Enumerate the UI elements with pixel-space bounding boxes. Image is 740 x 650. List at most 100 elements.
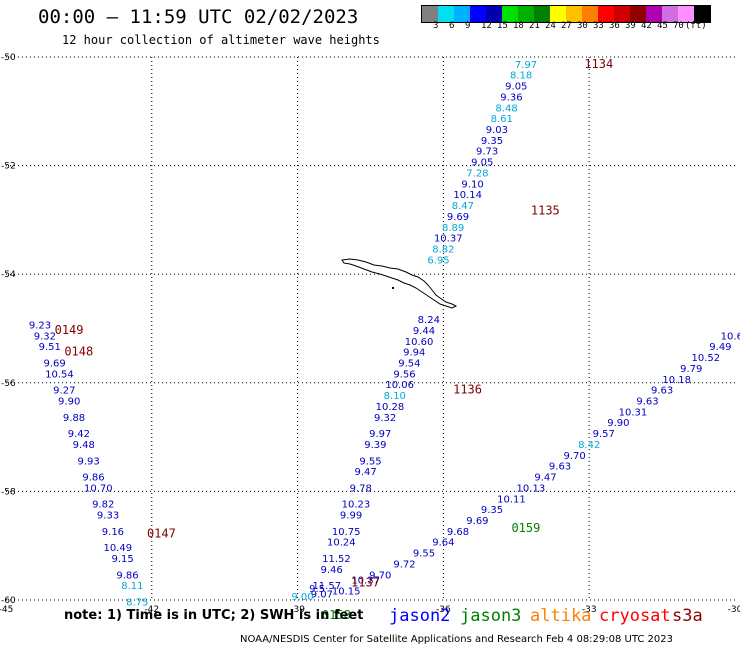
wave-height-label: 9.23 bbox=[29, 321, 51, 332]
wave-height-label: 9.70 bbox=[563, 451, 585, 462]
colorbar-label: 30 bbox=[577, 21, 588, 31]
colorbar-label: 24 bbox=[545, 21, 556, 31]
lon-tick-label: -42 bbox=[144, 605, 159, 615]
lon-tick-label: -30 bbox=[728, 605, 740, 615]
satellite-legend-jason2: jason2 bbox=[389, 606, 451, 626]
pass-time-label: 0149 bbox=[55, 323, 84, 337]
pass-time-label: 1135 bbox=[531, 203, 560, 217]
lat-tick-label: -54 bbox=[1, 270, 16, 280]
wave-height-label: 9.55 bbox=[359, 456, 381, 467]
wave-height-label: 8.89 bbox=[442, 223, 464, 234]
wave-height-label: 8.61 bbox=[491, 114, 513, 125]
wave-height-label: 9.69 bbox=[447, 212, 469, 223]
wave-height-label: 9.54 bbox=[398, 359, 420, 370]
colorbar-swatch bbox=[518, 6, 534, 22]
colorbar-swatch bbox=[662, 6, 678, 22]
wave-height-label: 9.97 bbox=[369, 429, 391, 440]
wave-height-label: 10.15 bbox=[332, 587, 361, 598]
satellite-legend-s3a: s3a bbox=[672, 606, 703, 626]
wave-height-label: 9.82 bbox=[92, 500, 114, 511]
wave-height-label: 10.52 bbox=[692, 353, 721, 364]
south-georgia-island bbox=[341, 258, 458, 309]
pass-time-label: 0158 bbox=[322, 608, 351, 622]
wave-height-label: 9.63 bbox=[651, 386, 673, 397]
wave-height-label: 9.72 bbox=[393, 559, 415, 570]
wave-height-label: 9.99 bbox=[340, 511, 362, 522]
lat-tick-label: -52 bbox=[1, 162, 16, 172]
wave-height-label: 7.97 bbox=[515, 60, 537, 71]
wave-height-label: 9.69 bbox=[466, 516, 488, 527]
colorbar-label: 45 bbox=[657, 21, 668, 31]
pass-time-label: 0147 bbox=[147, 527, 176, 541]
pass-time-label: 1137 bbox=[351, 575, 380, 589]
wave-height-label: 9.48 bbox=[73, 440, 95, 451]
colorbar-swatch bbox=[566, 6, 582, 22]
wave-height-label: 9.36 bbox=[500, 92, 522, 103]
wave-height-label: 9.57 bbox=[593, 429, 615, 440]
axis-ticks: -45 -42 -39 -36 -33 -30 -50 -52 -54 -56 -58 -60 bbox=[0, 53, 740, 615]
satellite-legend-altika: altika bbox=[530, 606, 592, 626]
wave-height-label: 9.55 bbox=[413, 549, 435, 560]
wave-height-label: 10.31 bbox=[619, 407, 648, 418]
wave-height-label: 8.18 bbox=[510, 71, 532, 82]
lon-tick-label: -45 bbox=[0, 605, 13, 615]
wave-height-label: 9.49 bbox=[709, 342, 731, 353]
colorbar-swatch bbox=[486, 6, 502, 22]
wave-height-values: 7.978.189.059.368.488.619.039.359.739.05… bbox=[29, 60, 740, 609]
page-title: 00:00 — 11:59 UTC 02/02/2023 bbox=[38, 6, 359, 28]
wave-height-label: 10.24 bbox=[327, 538, 356, 549]
satellite-legend-cryosat: cryosat bbox=[599, 606, 671, 626]
wave-height-label: 10.54 bbox=[45, 369, 74, 380]
wave-height-label: 10.11 bbox=[497, 494, 526, 505]
wave-height-label: 9.78 bbox=[350, 483, 372, 494]
colorbar-label: 6 bbox=[449, 21, 455, 31]
wave-height-label: 10.37 bbox=[434, 234, 463, 245]
colorbar-label: 21 bbox=[529, 21, 540, 31]
grid-lines bbox=[6, 56, 735, 601]
wave-height-label: 10.06 bbox=[385, 380, 414, 391]
wave-height-label: 8.75 bbox=[126, 597, 148, 608]
wave-height-label: 9.44 bbox=[413, 326, 435, 337]
colorbar-swatch bbox=[614, 6, 630, 22]
lat-tick-label: -50 bbox=[1, 53, 16, 63]
colorbar-swatch bbox=[598, 6, 614, 22]
wave-height-label: 9.93 bbox=[77, 456, 99, 467]
wave-height-label: 9.86 bbox=[116, 570, 138, 581]
wave-height-label: 9.63 bbox=[549, 462, 571, 473]
wave-height-label: 8.42 bbox=[578, 440, 600, 451]
footer-credit: NOAA/NESDIS Center for Satellite Applica… bbox=[240, 634, 673, 645]
colorbar-swatch bbox=[694, 6, 710, 22]
wave-height-label: 10.70 bbox=[84, 483, 113, 494]
colorbar-swatch bbox=[470, 6, 486, 22]
wave-height-label: 9.70 bbox=[369, 570, 391, 581]
colorbar-swatch bbox=[454, 6, 470, 22]
wave-height-label: 11.57 bbox=[312, 581, 341, 592]
colorbar-swatch bbox=[550, 6, 566, 22]
wave-height-label: 10.28 bbox=[376, 402, 405, 413]
wave-height-label: 10.13 bbox=[517, 483, 546, 494]
lon-tick-label: -36 bbox=[436, 605, 451, 615]
colorbar-swatch bbox=[646, 6, 662, 22]
wave-height-label: 9.88 bbox=[63, 413, 85, 424]
wave-height-label: 9.63 bbox=[636, 397, 658, 408]
wave-height-label: 8.47 bbox=[452, 201, 474, 212]
colorbar-label: 27 bbox=[561, 21, 572, 31]
wave-height-label: 10.18 bbox=[662, 375, 691, 386]
wave-height-label: 10.67 bbox=[721, 331, 740, 342]
pass-time-labels: 1134113511361137014901480147015801590200 bbox=[55, 57, 614, 622]
wave-height-label: 8.11 bbox=[121, 581, 143, 592]
wave-height-label: 9.51 bbox=[39, 342, 61, 353]
wave-height-label: 8.82 bbox=[432, 244, 454, 255]
colorbar-swatch bbox=[422, 6, 438, 22]
wave-height-label: 9.27 bbox=[53, 386, 75, 397]
colorbar-swatch bbox=[678, 6, 694, 22]
wave-height-label: 8.48 bbox=[495, 103, 517, 114]
wave-height-label: 9.90 bbox=[58, 397, 80, 408]
colorbar-label: 3 bbox=[433, 21, 439, 31]
wave-height-label: 10.49 bbox=[103, 543, 132, 554]
lon-tick-label: -33 bbox=[582, 605, 597, 615]
wave-height-label: 10.75 bbox=[332, 527, 361, 538]
colorbar-legend bbox=[421, 5, 711, 23]
wave-height-label: 9.33 bbox=[97, 511, 119, 522]
